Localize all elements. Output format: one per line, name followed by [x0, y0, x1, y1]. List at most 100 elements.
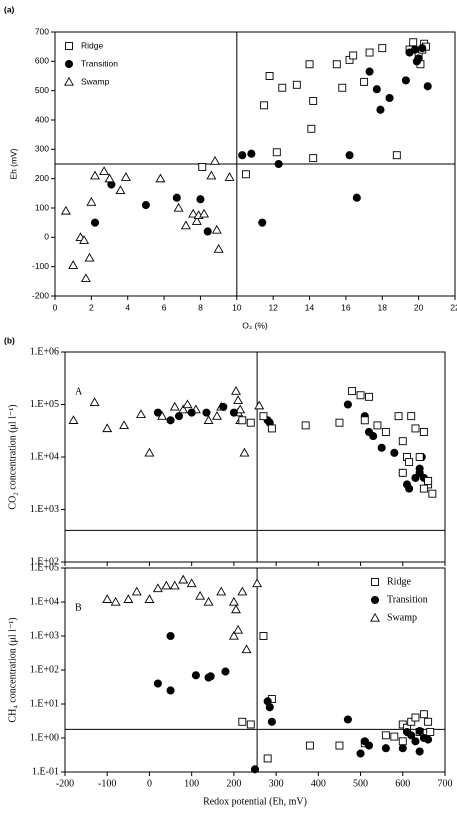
circle-point	[385, 93, 394, 103]
x-tick-label: 600	[395, 778, 410, 789]
circle-point	[274, 159, 283, 169]
circle-point	[343, 715, 352, 724]
x-tick-label: 18	[378, 302, 388, 312]
square-point	[415, 453, 424, 461]
circle-point	[345, 151, 354, 160]
square-point	[309, 96, 318, 105]
panel-annotation: A	[75, 386, 83, 397]
triangle-point	[123, 594, 134, 603]
square-point	[424, 476, 433, 485]
circle-point	[258, 218, 267, 227]
square-point	[349, 51, 358, 60]
square-point	[405, 458, 414, 467]
legend-label: Ridge	[387, 576, 411, 587]
triangle-point	[152, 583, 163, 593]
square-point	[332, 60, 341, 69]
square-point	[356, 391, 365, 400]
square-point	[424, 717, 433, 726]
triangle-point	[231, 604, 241, 614]
square-point	[246, 720, 255, 729]
circle-point	[250, 765, 260, 774]
x-tick-label: 2	[89, 302, 94, 312]
triangle-point	[213, 243, 224, 253]
square-point	[381, 731, 390, 740]
panel-label: (a)	[4, 4, 15, 14]
triangle-point	[206, 170, 217, 180]
x-tick-label: 400	[311, 778, 326, 789]
y-tick-label: 1.E+06	[30, 346, 59, 357]
triangle-point	[237, 586, 248, 596]
square-point	[409, 38, 418, 47]
circle-point	[352, 193, 361, 202]
x-tick-label: 6	[162, 302, 167, 312]
x-tick-label: 4	[125, 302, 130, 312]
square-point	[378, 44, 387, 53]
x-axis-label: Redox potential (Eh, mV)	[203, 796, 307, 807]
triangle-point	[241, 644, 252, 654]
triangle-point	[169, 580, 180, 590]
circle-point	[265, 703, 274, 712]
triangle-point	[180, 220, 191, 230]
square-point	[272, 148, 281, 157]
circle-point	[203, 227, 212, 236]
square-point	[365, 392, 373, 401]
triangle-point	[144, 594, 155, 603]
circle-point	[418, 44, 427, 53]
circle-point	[172, 193, 181, 202]
y-tick-label: 300	[35, 144, 49, 154]
triangle-point	[195, 590, 206, 600]
circle-point	[153, 408, 162, 417]
y-tick-label: 1.E-01	[32, 766, 59, 777]
triangle-point	[136, 409, 146, 418]
triangle-point	[131, 586, 142, 596]
legend-label: Swamp	[387, 612, 417, 623]
square-point	[263, 754, 272, 763]
circle-point	[415, 747, 424, 756]
square-point	[246, 418, 255, 427]
square-point	[398, 737, 407, 746]
triangle-point	[216, 586, 227, 596]
triangle-point	[199, 208, 210, 218]
triangle-point	[68, 260, 79, 269]
square-point	[365, 48, 374, 57]
circle-point	[191, 671, 200, 680]
triangle-point	[173, 202, 184, 212]
legend-marker	[65, 42, 73, 50]
square-point	[301, 421, 310, 430]
y-tick-label: 400	[35, 114, 49, 124]
x-axis-label: O₂ (%)	[242, 320, 268, 330]
triangle-point	[212, 411, 222, 420]
legend-marker	[64, 59, 74, 69]
square-point	[241, 170, 250, 179]
square-point	[411, 713, 420, 722]
x-tick-label: 200	[226, 778, 241, 789]
square-point	[267, 424, 276, 433]
y-tick-label: 1.E+04	[30, 596, 59, 607]
square-point	[260, 101, 269, 110]
x-tick-label: 700	[438, 778, 453, 789]
x-tick-label: 14	[305, 302, 315, 312]
circle-point	[381, 744, 390, 753]
circle-point	[423, 82, 432, 91]
triangle-point	[161, 580, 172, 590]
circle-point	[411, 737, 420, 746]
triangle-point	[254, 400, 265, 410]
triangle-point	[203, 415, 214, 424]
circle-point	[390, 448, 399, 457]
circle-point	[424, 735, 433, 744]
y-tick-label: 1.E+02	[30, 556, 59, 567]
circle-point	[407, 731, 416, 740]
circle-point	[415, 464, 424, 473]
circle-point	[229, 408, 238, 417]
triangle-point	[239, 447, 250, 457]
triangle-point	[80, 273, 91, 283]
x-tick-label: 8	[198, 302, 203, 312]
y-tick-label: 1.E+03	[30, 630, 59, 641]
triangle-point	[178, 404, 189, 414]
circle-point	[372, 85, 381, 94]
circle-point	[141, 201, 150, 210]
square-point	[335, 741, 344, 750]
circle-point	[221, 667, 230, 676]
square-point	[419, 710, 428, 719]
x-tick-label: 0	[53, 302, 58, 312]
